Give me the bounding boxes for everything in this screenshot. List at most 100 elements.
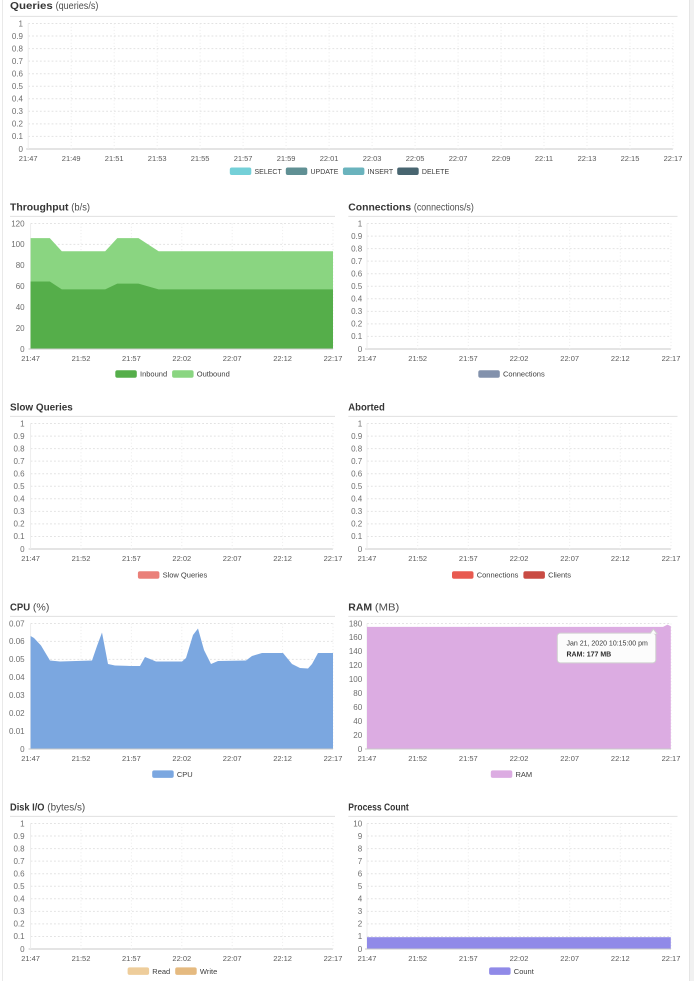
svg-text:22:07: 22:07	[560, 754, 579, 763]
svg-text:0: 0	[20, 545, 25, 554]
svg-text:21:47: 21:47	[21, 754, 40, 763]
svg-text:22:15: 22:15	[621, 154, 640, 163]
svg-text:22:02: 22:02	[510, 754, 529, 763]
svg-text:21:57: 21:57	[122, 554, 141, 563]
svg-text:1: 1	[20, 419, 25, 428]
svg-text:80: 80	[16, 261, 25, 270]
svg-text:0.3: 0.3	[351, 507, 363, 516]
svg-text:0.6: 0.6	[351, 470, 363, 479]
svg-text:22:02: 22:02	[172, 554, 191, 563]
svg-text:22:11: 22:11	[535, 154, 553, 163]
svg-text:60: 60	[16, 282, 25, 291]
svg-text:22:12: 22:12	[611, 954, 630, 963]
svg-text:0: 0	[358, 345, 363, 354]
svg-text:120: 120	[11, 219, 25, 228]
svg-text:0: 0	[358, 745, 363, 754]
svg-text:21:57: 21:57	[459, 754, 478, 763]
svg-text:0.9: 0.9	[12, 32, 24, 41]
svg-text:21:57: 21:57	[122, 954, 141, 963]
svg-text:0.06: 0.06	[9, 637, 25, 646]
svg-text:22:17: 22:17	[324, 354, 343, 363]
svg-text:9: 9	[358, 832, 363, 841]
svg-text:21:52: 21:52	[72, 754, 91, 763]
svg-text:0: 0	[19, 145, 24, 154]
svg-text:0.7: 0.7	[13, 457, 25, 466]
svg-text:0.2: 0.2	[13, 520, 25, 529]
svg-text:100: 100	[11, 240, 25, 249]
svg-text:0.4: 0.4	[351, 495, 363, 504]
svg-text:100: 100	[349, 675, 363, 684]
svg-text:0.05: 0.05	[9, 655, 25, 664]
svg-text:0.6: 0.6	[13, 470, 25, 479]
svg-text:0.7: 0.7	[351, 257, 363, 266]
svg-text:21:47: 21:47	[21, 554, 40, 563]
svg-text:0.3: 0.3	[12, 107, 24, 116]
svg-text:20: 20	[353, 731, 362, 740]
svg-text:0.4: 0.4	[351, 295, 363, 304]
svg-text:21:47: 21:47	[358, 754, 377, 763]
svg-text:Jan 21, 2020 10:15:00 pm: Jan 21, 2020 10:15:00 pm	[567, 641, 649, 648]
svg-text:Clients: Clients	[548, 571, 571, 580]
svg-text:21:57: 21:57	[234, 154, 253, 163]
svg-text:1: 1	[358, 419, 363, 428]
svg-text:0.5: 0.5	[13, 882, 25, 891]
svg-text:0.3: 0.3	[351, 307, 363, 316]
svg-text:21:57: 21:57	[122, 754, 141, 763]
svg-text:22:07: 22:07	[560, 554, 579, 563]
svg-text:22:12: 22:12	[273, 954, 292, 963]
svg-text:22:07: 22:07	[223, 554, 242, 563]
svg-text:Write: Write	[200, 967, 217, 976]
svg-text:22:12: 22:12	[273, 754, 292, 763]
svg-text:RAM: RAM	[348, 602, 372, 614]
svg-text:RAM: 177 MB: RAM: 177 MB	[567, 651, 612, 658]
svg-text:10: 10	[353, 819, 362, 828]
svg-text:Connections: Connections	[503, 370, 545, 379]
svg-text:0.7: 0.7	[12, 57, 24, 66]
svg-text:Slow Queries: Slow Queries	[10, 402, 73, 414]
svg-text:22:17: 22:17	[324, 754, 343, 763]
svg-text:22:02: 22:02	[172, 354, 191, 363]
svg-text:Aborted: Aborted	[348, 402, 385, 414]
svg-text:0.8: 0.8	[351, 244, 363, 253]
svg-text:21:52: 21:52	[72, 954, 91, 963]
svg-text:20: 20	[16, 324, 25, 333]
svg-text:1: 1	[20, 819, 25, 828]
svg-text:21:52: 21:52	[408, 554, 427, 563]
svg-text:21:52: 21:52	[72, 554, 91, 563]
svg-text:22:07: 22:07	[223, 754, 242, 763]
svg-text:0.1: 0.1	[351, 332, 363, 341]
svg-text:CPU: CPU	[10, 602, 30, 614]
svg-text:Inbound: Inbound	[140, 370, 167, 379]
svg-text:22:07: 22:07	[449, 154, 468, 163]
svg-text:Process Count: Process Count	[348, 802, 409, 814]
svg-text:0.7: 0.7	[351, 457, 363, 466]
svg-text:21:52: 21:52	[408, 954, 427, 963]
svg-text:60: 60	[353, 703, 362, 712]
svg-text:22:17: 22:17	[324, 554, 343, 563]
svg-text:(b/s): (b/s)	[71, 203, 90, 214]
svg-text:0.8: 0.8	[13, 444, 25, 453]
svg-text:21:47: 21:47	[19, 154, 38, 163]
svg-text:0.01: 0.01	[9, 727, 25, 736]
svg-text:0.1: 0.1	[13, 932, 25, 941]
svg-text:22:05: 22:05	[406, 154, 425, 163]
svg-text:22:12: 22:12	[273, 554, 292, 563]
svg-text:CPU: CPU	[177, 770, 193, 779]
svg-text:22:12: 22:12	[611, 754, 630, 763]
svg-text:Read: Read	[152, 967, 170, 976]
svg-text:21:57: 21:57	[459, 354, 478, 363]
svg-text:0.4: 0.4	[13, 895, 25, 904]
svg-text:5: 5	[358, 882, 363, 891]
svg-text:120: 120	[349, 661, 363, 670]
svg-text:1: 1	[19, 19, 24, 28]
svg-text:1: 1	[358, 219, 363, 228]
svg-text:21:59: 21:59	[277, 154, 296, 163]
svg-text:22:02: 22:02	[172, 954, 191, 963]
svg-text:0.2: 0.2	[351, 520, 363, 529]
svg-text:(%): (%)	[33, 603, 50, 614]
svg-text:0.4: 0.4	[12, 95, 24, 104]
svg-text:22:12: 22:12	[611, 554, 630, 563]
svg-text:4: 4	[358, 895, 363, 904]
svg-text:0.6: 0.6	[13, 870, 25, 879]
svg-text:INSERT: INSERT	[368, 169, 394, 176]
